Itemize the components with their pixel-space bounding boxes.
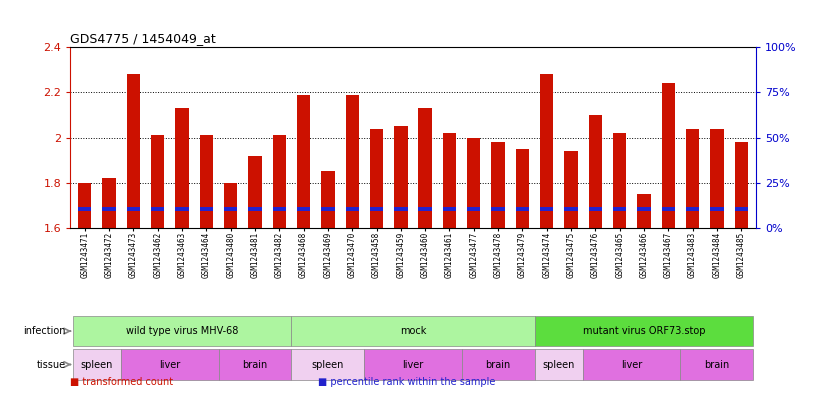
Bar <box>73 316 292 346</box>
Bar <box>273 207 286 211</box>
Bar <box>249 156 262 228</box>
Bar <box>734 207 748 211</box>
Text: brain: brain <box>705 360 729 369</box>
Text: mutant virus ORF73.stop: mutant virus ORF73.stop <box>582 326 705 336</box>
Bar <box>613 133 626 228</box>
Bar <box>345 95 359 228</box>
Bar <box>394 126 407 228</box>
Bar <box>370 129 383 228</box>
Bar <box>126 74 140 228</box>
Bar <box>175 207 188 211</box>
Bar <box>443 207 456 211</box>
Bar <box>534 316 753 346</box>
Bar <box>734 142 748 228</box>
Bar <box>583 349 681 380</box>
Bar <box>467 138 481 228</box>
Bar <box>710 207 724 211</box>
Bar <box>515 149 529 228</box>
Bar <box>224 183 237 228</box>
Bar <box>419 207 432 211</box>
Text: spleen: spleen <box>311 360 344 369</box>
Bar <box>534 349 583 380</box>
Bar <box>638 194 651 228</box>
Bar <box>681 349 753 380</box>
Bar <box>121 349 219 380</box>
Text: infection: infection <box>24 326 66 336</box>
Text: tissue: tissue <box>37 360 66 369</box>
Bar <box>564 207 577 211</box>
Bar <box>638 207 651 211</box>
Bar <box>297 95 311 228</box>
Bar <box>710 129 724 228</box>
Bar <box>151 135 164 228</box>
Bar <box>515 207 529 211</box>
Text: ■ transformed count: ■ transformed count <box>70 377 173 387</box>
Text: ■ percentile rank within the sample: ■ percentile rank within the sample <box>318 377 496 387</box>
Bar <box>686 207 700 211</box>
Text: liver: liver <box>621 360 643 369</box>
Bar <box>662 83 675 228</box>
Bar <box>321 171 335 228</box>
Text: spleen: spleen <box>543 360 575 369</box>
Bar <box>491 142 505 228</box>
Bar <box>467 207 481 211</box>
Bar <box>78 183 92 228</box>
Text: liver: liver <box>402 360 424 369</box>
Text: brain: brain <box>242 360 268 369</box>
Bar <box>564 151 577 228</box>
Bar <box>73 349 121 380</box>
Bar <box>292 349 364 380</box>
Bar <box>102 207 116 211</box>
Text: GDS4775 / 1454049_at: GDS4775 / 1454049_at <box>70 31 216 44</box>
Bar <box>151 207 164 211</box>
Text: brain: brain <box>486 360 510 369</box>
Bar <box>370 207 383 211</box>
Bar <box>443 133 456 228</box>
Bar <box>540 74 553 228</box>
Bar <box>589 207 602 211</box>
Bar <box>540 207 553 211</box>
Bar <box>292 316 534 346</box>
Bar <box>662 207 675 211</box>
Text: wild type virus MHV-68: wild type virus MHV-68 <box>126 326 238 336</box>
Bar <box>321 207 335 211</box>
Bar <box>200 207 213 211</box>
Bar <box>175 108 188 228</box>
Text: mock: mock <box>400 326 426 336</box>
Bar <box>273 135 286 228</box>
Bar <box>394 207 407 211</box>
Bar <box>224 207 237 211</box>
Bar <box>686 129 700 228</box>
Bar <box>219 349 292 380</box>
Text: liver: liver <box>159 360 181 369</box>
Bar <box>491 207 505 211</box>
Bar <box>613 207 626 211</box>
Bar <box>126 207 140 211</box>
Bar <box>589 115 602 228</box>
Bar <box>102 178 116 228</box>
Bar <box>78 207 92 211</box>
Bar <box>462 349 534 380</box>
Bar <box>345 207 359 211</box>
Bar <box>200 135 213 228</box>
Text: spleen: spleen <box>81 360 113 369</box>
Bar <box>364 349 462 380</box>
Bar <box>249 207 262 211</box>
Bar <box>297 207 311 211</box>
Bar <box>419 108 432 228</box>
